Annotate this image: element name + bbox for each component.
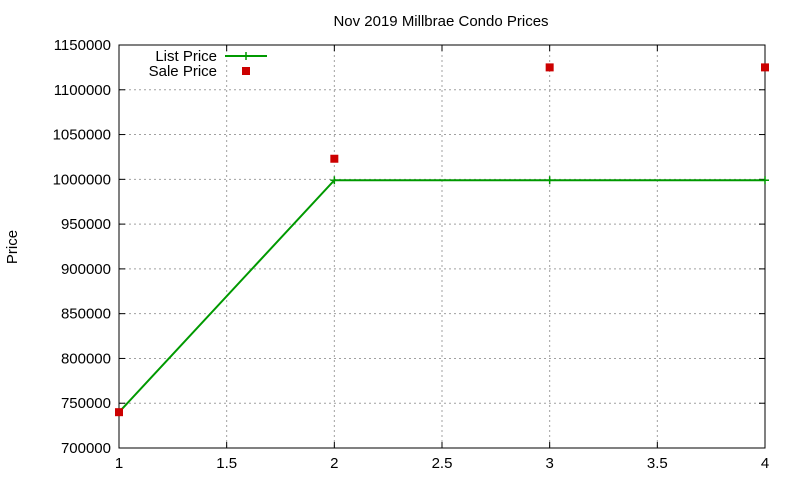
legend-label-sale-price: Sale Price xyxy=(149,63,217,80)
y-axis-label: Price xyxy=(4,230,21,264)
y-tick-label-1: 750000 xyxy=(61,395,111,412)
y-tick-label-2: 800000 xyxy=(61,350,111,367)
grid-lines xyxy=(119,45,765,448)
y-tick-label-5: 950000 xyxy=(61,216,111,233)
legend-swatch-marker-list-price xyxy=(242,52,250,60)
chart-title: Nov 2019 Millbrae Condo Prices xyxy=(333,13,548,30)
sale-price-point-3 xyxy=(761,63,769,72)
y-tick-label-0: 700000 xyxy=(61,440,111,457)
list-price-point-2 xyxy=(545,176,554,185)
list-price-point-1 xyxy=(330,176,339,185)
y-tick-label-9: 1150000 xyxy=(54,37,111,54)
x-tick-label-6: 4 xyxy=(761,455,769,472)
y-tick-label-8: 1100000 xyxy=(54,82,111,99)
x-tick-label-0: 1 xyxy=(115,455,123,472)
list-price-point-3 xyxy=(761,176,769,185)
x-tick-label-3: 2.5 xyxy=(432,455,453,472)
x-tick-label-5: 3.5 xyxy=(647,455,668,472)
list-price-line xyxy=(118,179,765,413)
y-tick-label-6: 1000000 xyxy=(53,171,111,188)
legend-swatch-marker-sale-price xyxy=(242,67,250,75)
sale-price-point-1 xyxy=(330,154,339,163)
y-tick-label-7: 1050000 xyxy=(53,127,111,144)
y-tick-label-4: 900000 xyxy=(61,261,111,278)
axes: 700000 750000 800000 850000 900000 950000 1000… xyxy=(53,37,770,472)
series-layer xyxy=(115,63,769,417)
y-tick-label-3: 850000 xyxy=(61,306,111,323)
x-tick-label-4: 3 xyxy=(545,455,553,472)
legend-label-list-price: List Price xyxy=(155,48,217,65)
x-tick-label-1: 1.5 xyxy=(216,455,237,472)
sale-price-point-0 xyxy=(115,408,123,417)
x-tick-label-2: 2 xyxy=(330,455,338,472)
sale-price-point-2 xyxy=(545,63,554,72)
